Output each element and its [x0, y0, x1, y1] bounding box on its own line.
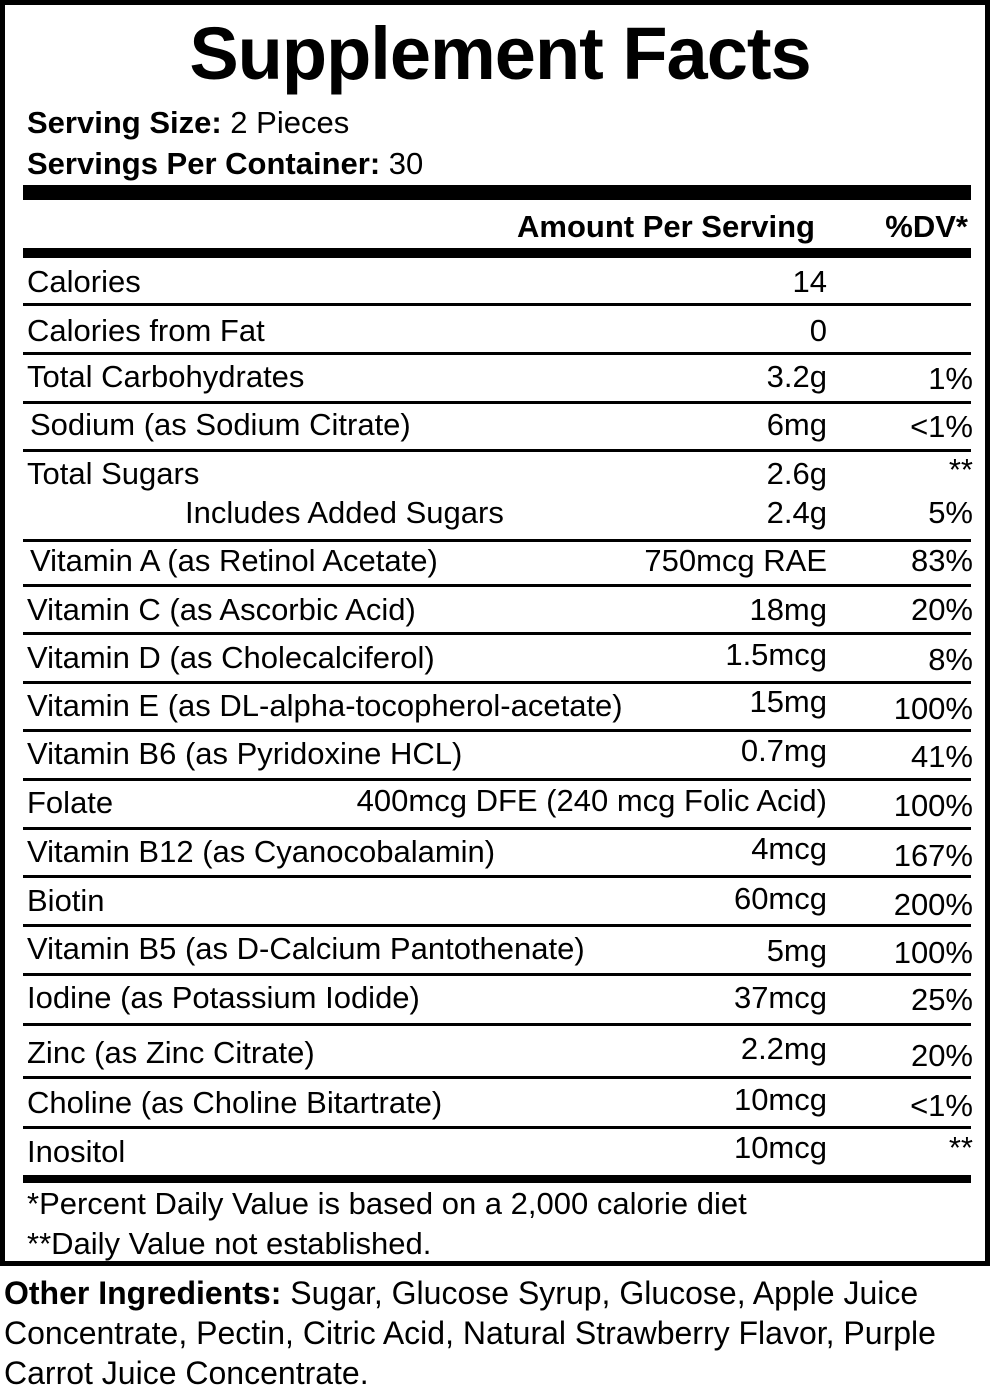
servings-per-container-label: Servings Per Container: — [27, 146, 381, 181]
nutrient-name: Vitamin D (as Cholecalciferol) — [27, 640, 435, 675]
nutrient-dv: 41% — [910, 739, 973, 774]
nutrient-name: Vitamin A (as Retinol Acetate) — [30, 543, 438, 578]
nutrient-name: Sodium (as Sodium Citrate) — [30, 407, 411, 442]
row-divider — [23, 449, 971, 452]
thick-divider-header — [23, 248, 971, 258]
row-divider — [23, 729, 971, 732]
nutrient-dv: 83% — [910, 543, 973, 578]
nutrient-name: Includes Added Sugars — [185, 495, 504, 530]
nutrient-amount: 10mcg — [733, 1082, 827, 1117]
other-ingredients: Other Ingredients: Sugar, Glucose Syrup,… — [4, 1273, 984, 1393]
nutrient-name: Calories — [27, 264, 141, 299]
nutrient-amount: 1.5mcg — [725, 637, 827, 672]
nutrient-name: Choline (as Choline Bitartrate) — [27, 1085, 443, 1120]
row-divider — [23, 1076, 971, 1079]
nutrient-name: Iodine (as Potassium Iodide) — [27, 980, 420, 1015]
nutrient-name: Zinc (as Zinc Citrate) — [27, 1035, 315, 1070]
row-divider — [23, 827, 971, 830]
nutrient-name: Folate — [27, 785, 114, 820]
row-divider — [23, 1126, 971, 1129]
nutrient-amount: 6mg — [766, 407, 827, 442]
panel-title: Supplement Facts — [189, 12, 811, 95]
nutrient-amount: 2.2mg — [740, 1031, 827, 1066]
nutrient-dv: 100% — [893, 788, 973, 823]
nutrient-name: Biotin — [27, 883, 105, 918]
servings-per-container-value: 30 — [380, 146, 424, 181]
nutrient-dv: 100% — [893, 691, 973, 726]
nutrient-name: Vitamin C (as Ascorbic Acid) — [27, 592, 416, 627]
nutrient-dv: ** — [948, 1130, 973, 1165]
nutrient-amount: 60mcg — [733, 881, 827, 916]
nutrient-name: Inositol — [27, 1134, 126, 1169]
serving-size-value: 2 Pieces — [221, 105, 350, 140]
thick-divider-bottom — [23, 1175, 971, 1183]
row-divider — [23, 924, 971, 927]
nutrient-amount: 14 — [792, 264, 827, 299]
row-divider — [23, 875, 971, 878]
nutrient-amount: 10mcg — [733, 1130, 827, 1165]
nutrient-amount: 4mcg — [751, 831, 827, 866]
nutrient-dv: 5% — [928, 495, 973, 530]
row-divider — [23, 584, 971, 587]
nutrient-amount: 5mg — [766, 933, 827, 968]
nutrient-dv: 8% — [928, 642, 973, 677]
row-divider — [23, 1023, 971, 1026]
nutrient-dv: <1% — [910, 409, 973, 444]
nutrient-amount: 400mcg DFE (240 mcg Folic Acid) — [356, 783, 827, 818]
nutrient-amount: 2.4g — [766, 495, 827, 530]
row-divider — [23, 778, 971, 781]
footnote-dv-not-established: **Daily Value not established. — [27, 1226, 432, 1261]
nutrient-name: Vitamin B6 (as Pyridoxine HCL) — [27, 736, 463, 771]
nutrient-dv: <1% — [910, 1088, 973, 1123]
other-ingredients-label: Other Ingredients: — [4, 1275, 282, 1311]
nutrient-amount: 15mg — [749, 684, 827, 719]
header-percent-dv: %DV* — [885, 209, 968, 244]
nutrient-name: Total Sugars — [27, 456, 200, 491]
nutrient-amount: 3.2g — [766, 359, 827, 394]
nutrient-name: Total Carbohydrates — [27, 359, 305, 394]
nutrient-dv: 25% — [910, 982, 973, 1017]
servings-per-container: Servings Per Container: 30 — [27, 146, 423, 182]
row-divider — [23, 401, 971, 404]
row-divider — [23, 539, 971, 542]
nutrient-dv: 1% — [928, 361, 973, 396]
serving-size-label: Serving Size: — [27, 105, 222, 140]
row-divider — [23, 681, 971, 684]
nutrient-amount: 2.6g — [766, 456, 827, 491]
nutrient-dv: 20% — [910, 1038, 973, 1073]
nutrient-dv: ** — [948, 452, 973, 487]
row-divider — [23, 632, 971, 635]
row-divider — [23, 352, 971, 355]
serving-size: Serving Size: 2 Pieces — [27, 105, 349, 141]
header-amount-per-serving: Amount Per Serving — [517, 209, 815, 244]
row-divider — [23, 973, 971, 976]
nutrient-name: Vitamin E (as DL-alpha-tocopherol-acetat… — [27, 688, 623, 723]
nutrient-dv: 200% — [893, 887, 973, 922]
nutrient-dv: 167% — [893, 838, 973, 873]
nutrient-amount: 37mcg — [733, 980, 827, 1015]
nutrient-amount: 0.7mg — [740, 733, 827, 768]
nutrient-amount: 0 — [809, 313, 827, 348]
row-divider — [23, 303, 971, 306]
nutrient-name: Vitamin B5 (as D-Calcium Pantothenate) — [27, 931, 585, 966]
supplement-facts-panel: Supplement Facts Serving Size: 2 Pieces … — [0, 0, 990, 1266]
footnote-percent-dv: *Percent Daily Value is based on a 2,000… — [27, 1186, 747, 1221]
nutrient-amount: 18mg — [749, 592, 827, 627]
nutrient-dv: 20% — [910, 592, 973, 627]
thick-divider-top — [23, 185, 971, 200]
nutrient-amount: 750mcg RAE — [644, 543, 827, 578]
nutrient-name: Vitamin B12 (as Cyanocobalamin) — [27, 834, 496, 869]
nutrient-name: Calories from Fat — [27, 313, 265, 348]
nutrient-dv: 100% — [893, 935, 973, 970]
other-ingredients-text: Sugar, Glucose Syrup, Glucose, Apple Jui… — [4, 1275, 936, 1391]
